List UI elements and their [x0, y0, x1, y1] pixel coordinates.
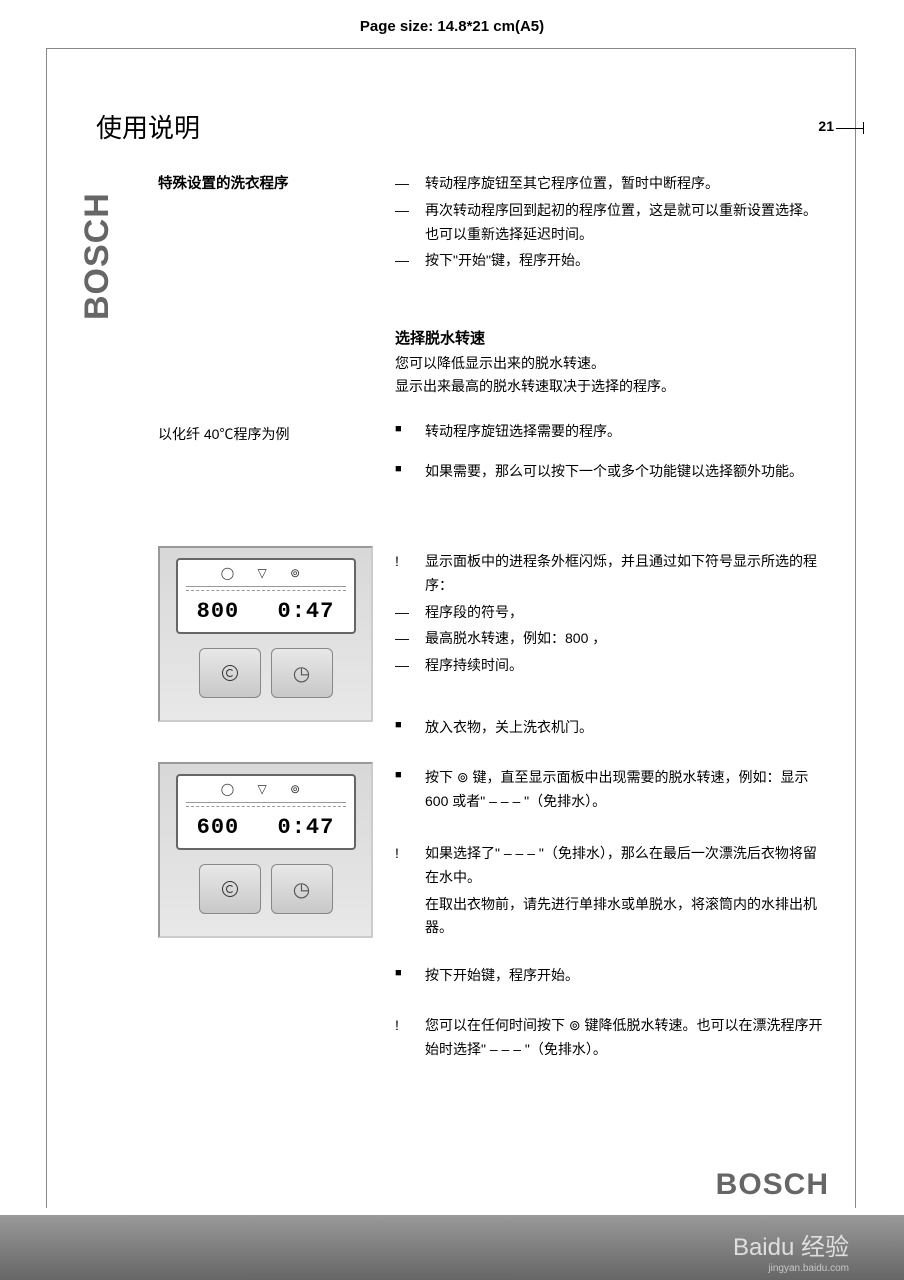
lcd-screen: ◯ ▽ ⊚ 600 0:47 — [176, 774, 356, 850]
list-c: ■放入衣物，关上洗衣机门。 — [395, 716, 825, 743]
section-heading-special: 特殊设置的洗衣程序 — [158, 172, 388, 193]
spin-value: 800 — [197, 599, 240, 624]
list-item: 转动程序旋钮选择需要的程序。 — [425, 420, 825, 444]
intro-text: 您可以降低显示出来的脱水转速。 — [395, 352, 825, 376]
section2-block: 选择脱水转速 您可以降低显示出来的脱水转速。 显示出来最高的脱水转速取决于选择的… — [395, 326, 825, 399]
list-d: ■按下 ⊚ 键，直至显示面板中出现需要的脱水转速，例如：显示 600 或者" –… — [395, 766, 825, 817]
clock-icon: ◷ — [293, 661, 310, 686]
list-item: 转动程序旋钮至其它程序位置，暂时中断程序。 — [425, 172, 825, 196]
time-value: 0:47 — [278, 815, 335, 840]
time-value: 0:47 — [278, 599, 335, 624]
list-item: 按下"开始"键，程序开始。 — [425, 249, 825, 273]
list-b: !显示面板中的进程条外框闪烁，并且通过如下符号显示所选的程序： —程序段的符号，… — [395, 550, 825, 681]
list-item: 程序段的符号， — [425, 601, 825, 625]
example-label: 以化纤 40℃程序为例 — [158, 424, 388, 444]
list-e: !如果选择了" – – – "（免排水），那么在最后一次漂洗后衣物将留在水中。 … — [395, 842, 825, 943]
list-item: 按下开始键，程序开始。 — [425, 964, 825, 988]
list-a: ■转动程序旋钮选择需要的程序。 ■如果需要，那么可以按下一个或多个功能键以选择额… — [395, 420, 825, 487]
lcd-screen: ◯ ▽ ⊚ 800 0:47 — [176, 558, 356, 634]
display-panel-600: ◯ ▽ ⊚ 600 0:47 ◷ — [158, 762, 373, 938]
list-item: 再次转动程序回到起初的程序位置，这是就可以重新设置选择。也可以重新选择延迟时间。 — [425, 199, 825, 247]
page-number: 21 — [818, 118, 834, 134]
list-item: 如果需要，那么可以按下一个或多个功能键以选择额外功能。 — [425, 460, 825, 484]
spiral-icon — [222, 881, 238, 897]
clock-icon: ◷ — [293, 877, 310, 902]
list-item: 按下 ⊚ 键，直至显示面板中出现需要的脱水转速，例如：显示 600 或者" – … — [425, 766, 825, 814]
watermark-url: jingyan.baidu.com — [768, 1263, 849, 1274]
list-f: ■按下开始键，程序开始。 — [395, 964, 825, 991]
spin-value: 600 — [197, 815, 240, 840]
lcd-icons-row: ◯ ▽ ⊚ — [178, 566, 354, 580]
footer-brand-logo: BOSCH — [716, 1168, 829, 1202]
time-button[interactable]: ◷ — [271, 864, 333, 914]
spiral-icon — [222, 665, 238, 681]
time-button[interactable]: ◷ — [271, 648, 333, 698]
watermark: Baidu 经验 — [733, 1227, 849, 1262]
intro-text: 显示出来最高的脱水转速取决于选择的程序。 — [395, 375, 825, 399]
list-item: 您可以在任何时间按下 ⊚ 键降低脱水转速。也可以在漂洗程序开始时选择" – – … — [425, 1014, 825, 1062]
page-number-rule — [836, 128, 864, 129]
list-item: 程序持续时间。 — [425, 654, 825, 678]
section1-list: —转动程序旋钮至其它程序位置，暂时中断程序。 —再次转动程序回到起初的程序位置，… — [395, 172, 825, 276]
list-item: 最高脱水转速，例如：800 ， — [425, 627, 825, 651]
list-item: 显示面板中的进程条外框闪烁，并且通过如下符号显示所选的程序： — [425, 550, 825, 598]
list-g: !您可以在任何时间按下 ⊚ 键降低脱水转速。也可以在漂洗程序开始时选择" – –… — [395, 1014, 825, 1065]
list-item: 如果选择了" – – – "（免排水），那么在最后一次漂洗后衣物将留在水中。 — [425, 842, 825, 890]
display-panel-800: ◯ ▽ ⊚ 800 0:47 ◷ — [158, 546, 373, 722]
brand-vertical-logo: BOSCH — [78, 120, 117, 320]
spin-button[interactable] — [199, 864, 261, 914]
list-item: 在取出衣物前，请先进行单排水或单脱水，将滚筒内的水排出机器。 — [425, 893, 825, 941]
spin-button[interactable] — [199, 648, 261, 698]
page-size-label: Page size: 14.8*21 cm(A5) — [0, 18, 904, 35]
page-number-tick — [863, 122, 864, 134]
list-item: 放入衣物，关上洗衣机门。 — [425, 716, 825, 740]
section-heading-spin: 选择脱水转速 — [395, 326, 825, 352]
lcd-icons-row: ◯ ▽ ⊚ — [178, 782, 354, 796]
